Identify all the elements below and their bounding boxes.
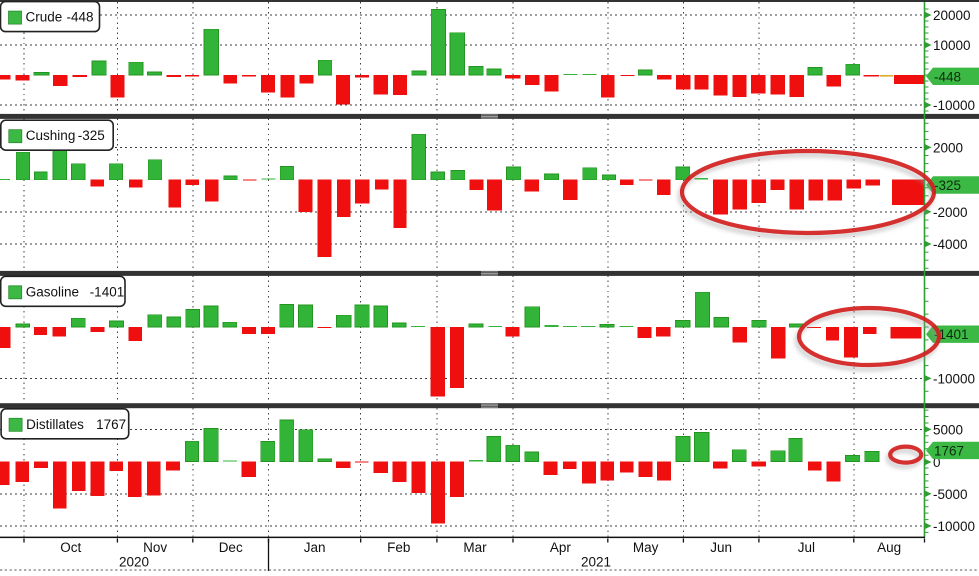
svg-text:-1401: -1401 bbox=[934, 327, 969, 342]
svg-text:20000: 20000 bbox=[933, 8, 971, 23]
svg-text:0: 0 bbox=[933, 455, 941, 470]
svg-text:-448: -448 bbox=[67, 10, 94, 25]
svg-text:Mar: Mar bbox=[463, 540, 487, 555]
svg-text:-4000: -4000 bbox=[933, 237, 968, 252]
svg-text:10000: 10000 bbox=[933, 38, 971, 53]
svg-text:-1401: -1401 bbox=[90, 284, 125, 299]
svg-text:Apr: Apr bbox=[550, 540, 572, 555]
svg-text:2021: 2021 bbox=[581, 555, 611, 570]
svg-text:2020: 2020 bbox=[119, 555, 149, 570]
svg-text:-5000: -5000 bbox=[933, 487, 968, 502]
svg-text:-2000: -2000 bbox=[933, 205, 968, 220]
svg-text:-325: -325 bbox=[78, 128, 105, 143]
svg-text:-10000: -10000 bbox=[933, 98, 975, 113]
svg-text:Distillates: Distillates bbox=[26, 417, 84, 432]
svg-text:2000: 2000 bbox=[933, 140, 963, 155]
svg-text:1767: 1767 bbox=[96, 417, 126, 432]
svg-text:5000: 5000 bbox=[933, 422, 963, 437]
svg-text:-448: -448 bbox=[934, 69, 961, 84]
svg-text:May: May bbox=[633, 540, 659, 555]
svg-text:Crude: Crude bbox=[26, 10, 63, 25]
svg-text:Dec: Dec bbox=[219, 540, 243, 555]
svg-text:Jan: Jan bbox=[304, 540, 326, 555]
svg-text:1767: 1767 bbox=[934, 443, 964, 458]
svg-text:Feb: Feb bbox=[387, 540, 410, 555]
svg-text:Oct: Oct bbox=[60, 540, 81, 555]
svg-text:Jul: Jul bbox=[798, 540, 815, 555]
svg-text:Nov: Nov bbox=[143, 540, 167, 555]
svg-text:Gasoline: Gasoline bbox=[26, 284, 79, 299]
svg-text:Aug: Aug bbox=[877, 540, 901, 555]
svg-text:-10000: -10000 bbox=[933, 519, 975, 534]
svg-text:Cushing: Cushing bbox=[26, 128, 76, 143]
svg-text:-10000: -10000 bbox=[933, 371, 975, 386]
svg-text:-325: -325 bbox=[934, 178, 961, 193]
svg-text:Jun: Jun bbox=[710, 540, 732, 555]
